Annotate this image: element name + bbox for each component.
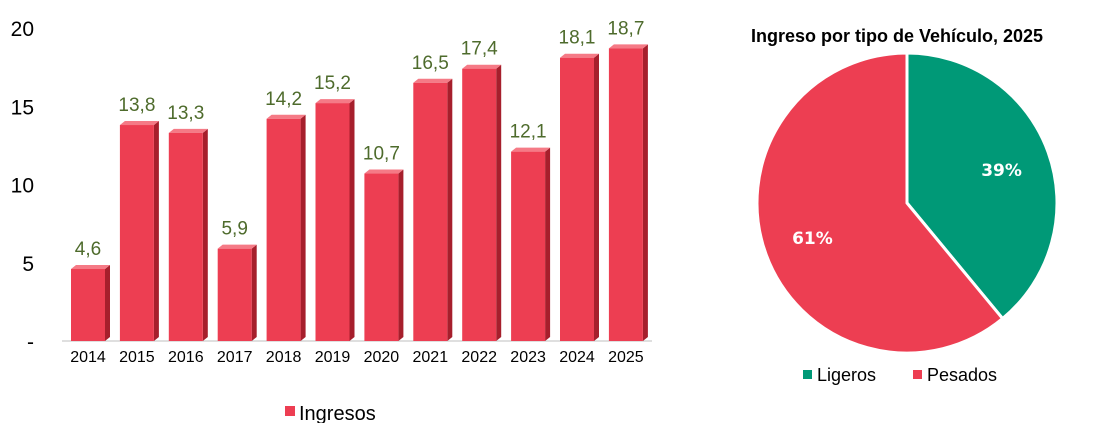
bar-top bbox=[315, 99, 355, 104]
y-tick-label: 20 bbox=[11, 18, 34, 41]
bar-side bbox=[251, 244, 257, 341]
x-tick-label: 2024 bbox=[559, 349, 595, 366]
bar-2015: 13,8 bbox=[118, 95, 159, 341]
bar-2022: 17,4 bbox=[461, 39, 502, 341]
bar-chart: - 5 10 15 20 4,6 13,8 13,3 5,9 14,2 15,2 10,7 16,5 1… bbox=[11, 18, 652, 423]
bar-side bbox=[105, 265, 110, 341]
x-tick-label: 2019 bbox=[315, 349, 351, 366]
pie-slice-ligeros bbox=[905, 51, 1059, 321]
x-tick-label: 2021 bbox=[413, 349, 449, 366]
pie-slice-label: 39% bbox=[981, 161, 1022, 181]
bar-top bbox=[71, 265, 110, 270]
bar bbox=[608, 48, 643, 341]
pie-legend: Ligeros Pesados bbox=[803, 365, 997, 385]
bar-data-label: 4,6 bbox=[75, 239, 101, 260]
x-tick-label: 2016 bbox=[168, 349, 204, 366]
x-tick-label: 2022 bbox=[461, 349, 497, 366]
bar bbox=[511, 151, 546, 341]
bar bbox=[315, 103, 350, 342]
bar-data-label: 18,7 bbox=[607, 18, 644, 39]
bar-side bbox=[153, 121, 159, 341]
bar-data-label: 13,8 bbox=[118, 95, 155, 116]
x-tick-label: 2015 bbox=[119, 349, 155, 366]
bar-legend: Ingresos bbox=[285, 403, 376, 423]
bar-2023: 12,1 bbox=[510, 122, 551, 341]
bar-data-label: 13,3 bbox=[167, 103, 204, 124]
bar-side bbox=[496, 64, 502, 341]
bar-side bbox=[202, 128, 208, 341]
pie-chart: Ingreso por tipo de Vehículo, 2025 39% 61… bbox=[751, 26, 1059, 385]
bar-top bbox=[119, 121, 159, 126]
bar-2020: 10,7 bbox=[363, 144, 404, 341]
bar-data-label: 17,4 bbox=[461, 39, 498, 60]
bar-top bbox=[168, 128, 208, 133]
pie-legend-swatch-ligeros bbox=[803, 370, 812, 379]
bar-legend-swatch bbox=[285, 406, 295, 416]
bar-data-label: 15,2 bbox=[314, 73, 351, 94]
pie-title: Ingreso por tipo de Vehículo, 2025 bbox=[751, 26, 1043, 46]
x-tick-label: 2025 bbox=[608, 349, 644, 366]
bar-2025: 18,7 bbox=[607, 18, 648, 341]
bar-side bbox=[398, 169, 404, 341]
bar-side bbox=[349, 99, 355, 342]
bar-2018: 14,2 bbox=[265, 89, 306, 342]
bar-2019: 15,2 bbox=[314, 73, 355, 342]
bar-top bbox=[608, 44, 648, 49]
bar-top bbox=[462, 64, 502, 69]
bar bbox=[364, 173, 399, 341]
bar-legend-label: Ingresos bbox=[299, 403, 376, 423]
bar-2021: 16,5 bbox=[412, 53, 453, 342]
bar-top bbox=[560, 53, 599, 58]
bar-data-label: 18,1 bbox=[559, 28, 596, 49]
bar-top bbox=[511, 147, 551, 152]
bar-2016: 13,3 bbox=[167, 103, 208, 341]
bar-top bbox=[217, 244, 257, 249]
pie-legend-swatch-pesados bbox=[913, 370, 922, 379]
y-tick-label: - bbox=[27, 331, 34, 354]
bar-top bbox=[413, 78, 453, 83]
bar-series: 4,6 13,8 13,3 5,9 14,2 15,2 10,7 16,5 17,4 12,1 18… bbox=[71, 18, 648, 342]
bar-data-label: 10,7 bbox=[363, 144, 400, 165]
bar bbox=[266, 118, 301, 342]
x-tick-label: 2014 bbox=[70, 349, 106, 366]
bar-data-label: 16,5 bbox=[412, 53, 449, 74]
pie-slice-label: 61% bbox=[792, 229, 833, 249]
bar bbox=[168, 132, 203, 341]
bar-2017: 5,9 bbox=[217, 219, 257, 341]
x-tick-label: 2017 bbox=[217, 349, 253, 366]
y-tick-label: 10 bbox=[11, 175, 34, 198]
bar-side bbox=[447, 78, 453, 342]
x-tick-label: 2023 bbox=[510, 349, 546, 366]
bar bbox=[560, 57, 594, 342]
bar bbox=[71, 269, 105, 341]
bar-data-label: 5,9 bbox=[221, 219, 247, 240]
bar-data-label: 12,1 bbox=[510, 122, 547, 143]
bar-2024: 18,1 bbox=[559, 28, 599, 342]
y-tick-label: 15 bbox=[11, 96, 34, 119]
bar-2014: 4,6 bbox=[71, 239, 110, 341]
x-tick-label: 2020 bbox=[364, 349, 400, 366]
bar-data-label: 14,2 bbox=[265, 89, 302, 110]
bar-top bbox=[364, 169, 404, 174]
bar bbox=[217, 248, 252, 341]
pie-legend-label-ligeros: Ligeros bbox=[817, 365, 876, 385]
pie-slice-pesados bbox=[755, 51, 1005, 355]
y-tick-label: 5 bbox=[22, 253, 34, 276]
bar-side bbox=[594, 53, 599, 342]
pie-slices: 39% 61% bbox=[755, 51, 1059, 355]
x-tick-label: 2018 bbox=[266, 349, 302, 366]
bar-side bbox=[642, 44, 648, 341]
bar-x-axis: 2014 2015 2016 2017 2018 2019 2020 2021 2022 2023… bbox=[70, 349, 644, 366]
bar-side bbox=[545, 147, 551, 341]
bar-y-axis: - 5 10 15 20 bbox=[11, 18, 34, 354]
bar bbox=[119, 125, 154, 341]
bar-side bbox=[300, 114, 306, 342]
bar bbox=[462, 68, 497, 341]
bar bbox=[413, 82, 448, 342]
pie-legend-label-pesados: Pesados bbox=[927, 365, 997, 385]
bar-top bbox=[266, 114, 306, 119]
